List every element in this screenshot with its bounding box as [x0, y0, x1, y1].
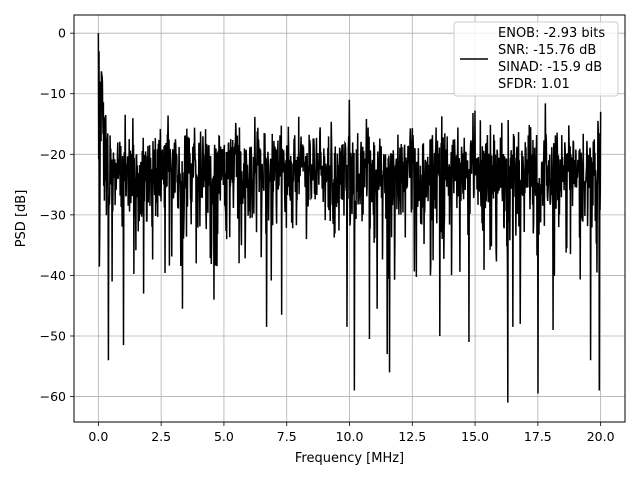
y-axis-label: PSD [dB] — [14, 190, 29, 248]
y-tick-label: −40 — [40, 268, 66, 283]
x-tick-label: 17.5 — [524, 429, 552, 444]
x-tick-label: 20.0 — [587, 429, 615, 444]
y-tick-label: −30 — [40, 207, 66, 222]
y-tick-label: −60 — [40, 389, 66, 404]
plot-area — [97, 33, 602, 403]
y-axis-ticks: 0 −10 −20 −30 −40 −50 −60 — [40, 26, 74, 404]
y-tick-label: −50 — [40, 328, 66, 343]
x-tick-label: 5.0 — [214, 429, 234, 444]
psd-series-line — [97, 33, 602, 403]
x-tick-label: 2.5 — [151, 429, 171, 444]
y-tick-label: −10 — [40, 86, 66, 101]
legend-entry-sfdr: SFDR: 1.01 — [498, 77, 570, 92]
y-tick-label: 0 — [58, 26, 66, 41]
x-tick-label: 7.5 — [277, 429, 297, 444]
x-tick-label: 12.5 — [398, 429, 426, 444]
x-tick-label: 0.0 — [88, 429, 108, 444]
x-tick-label: 10.0 — [336, 429, 364, 444]
x-axis-ticks: 0.0 2.5 5.0 7.5 10.0 12.5 15.0 17.5 20.0 — [88, 422, 615, 444]
legend: ENOB: -2.93 bits SNR: -15.76 dB SINAD: -… — [453, 21, 619, 97]
y-tick-label: −20 — [40, 147, 66, 162]
legend-entry-enob: ENOB: -2.93 bits — [498, 26, 605, 41]
legend-entry-snr: SNR: -15.76 dB — [498, 43, 596, 58]
x-axis-label: Frequency [MHz] — [295, 451, 404, 466]
legend-entry-sinad: SINAD: -15.9 dB — [498, 60, 602, 75]
legend-box — [453, 21, 619, 97]
x-tick-label: 15.0 — [461, 429, 489, 444]
